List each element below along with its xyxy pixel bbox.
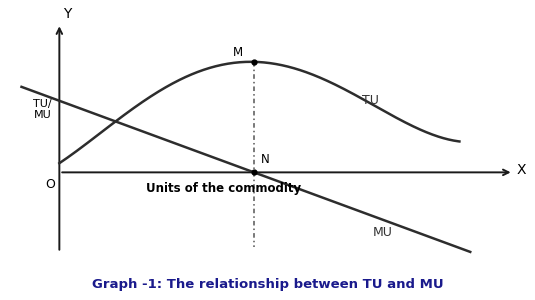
Text: TU: TU xyxy=(362,94,379,107)
Text: MU: MU xyxy=(373,226,393,239)
Text: TU/
MU: TU/ MU xyxy=(33,99,51,120)
Text: Y: Y xyxy=(63,7,71,21)
Text: N: N xyxy=(261,153,269,166)
Text: O: O xyxy=(45,178,55,190)
Text: Graph -1: The relationship between TU and MU: Graph -1: The relationship between TU an… xyxy=(91,278,444,291)
Text: M: M xyxy=(233,46,243,59)
Text: X: X xyxy=(516,163,526,177)
Text: Units of the commodity: Units of the commodity xyxy=(146,182,301,195)
